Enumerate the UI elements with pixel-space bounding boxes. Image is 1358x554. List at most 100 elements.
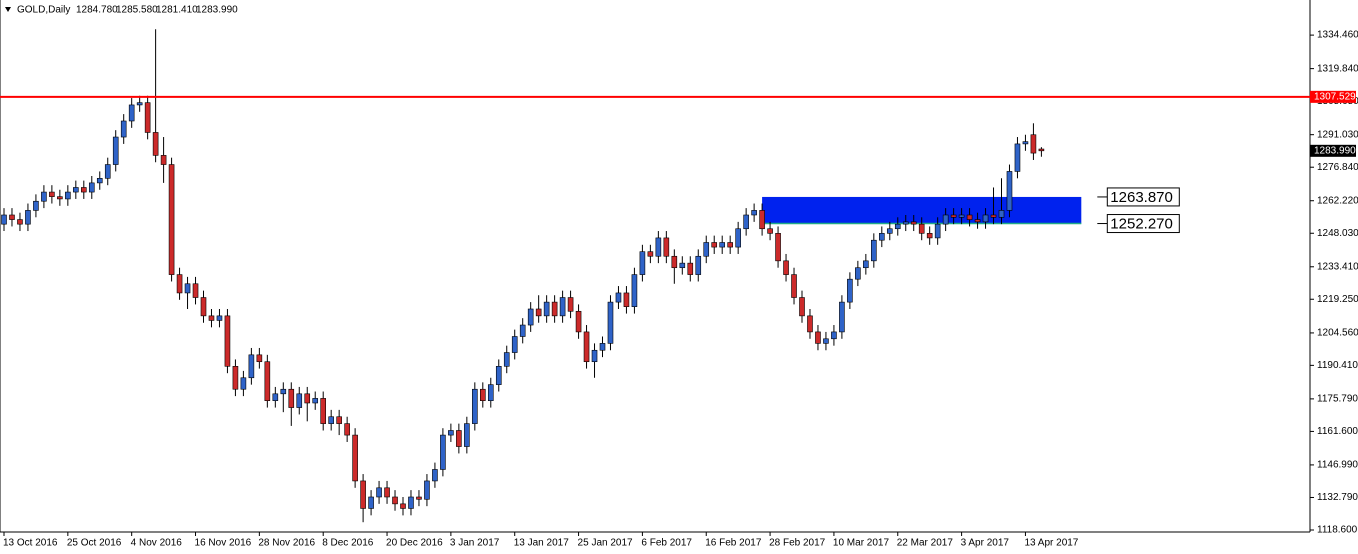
candle-body [607,301,614,344]
candle-body [400,503,406,509]
zone-label-box [1106,214,1180,234]
candle-body [440,434,446,470]
symbol: GOLD,Daily [17,5,70,16]
y-tick-label: 1319.840 [1317,63,1358,74]
candle-body [703,242,710,257]
candle-body [424,480,430,500]
candle-body [264,361,271,401]
y-tick-label: 1248.030 [1317,228,1358,239]
candle-body [974,219,981,223]
candle-body [886,228,893,234]
candle-body [312,398,319,404]
candle-body [791,274,797,298]
candle-body [25,210,31,225]
candle-body [232,366,239,390]
candle-body [184,283,191,294]
candle-body [9,214,15,220]
candle-body [599,343,606,351]
zone-label: 1252.270 [1110,216,1173,233]
candle-body [535,308,542,317]
y-tick-label: 1190.410 [1317,360,1358,371]
candle-body [73,187,79,193]
candle-body [472,388,478,424]
candle-body [711,242,718,248]
candle-body [176,274,183,294]
candle-body [847,278,853,303]
candle-body [1030,134,1037,154]
candle-body [1038,148,1045,152]
candle-body [376,487,382,498]
x-tick-label: 13 Apr 2017 [1024,538,1078,549]
y-tick-label: 1334.460 [1317,30,1358,41]
candle-body [807,315,813,333]
candle-body [328,416,334,424]
candle-body [320,398,327,424]
candle-body [304,393,311,404]
candle-body [368,496,374,509]
candle-body [256,354,263,363]
candle-body [57,196,63,200]
candle-body [735,228,741,248]
candle-body [1,214,7,225]
candle-body [878,233,885,241]
y-tick-label: 1233.410 [1317,261,1358,272]
header-value: 1283.990 [196,5,238,16]
candle-body [671,255,678,269]
candle-body [894,223,901,230]
y-tick-label: 1118.600 [1317,525,1358,536]
candle-body [910,221,917,225]
x-tick-label: 22 Mar 2017 [897,538,954,549]
candle-body [743,214,749,230]
last-price-tag [1310,144,1356,157]
y-tick-label: 1291.030 [1317,129,1358,140]
header-value: 1284.780 [76,5,118,16]
candle-body [918,223,925,234]
candle-body [631,274,638,307]
candle-body [751,210,757,216]
x-tick-label: 25 Jan 2017 [578,538,633,549]
candle-body [767,228,773,234]
candle-body [679,262,686,269]
candle-body [1006,171,1013,211]
candle-body [855,267,861,280]
zone-label: 1263.870 [1110,189,1173,206]
candle-body [152,132,159,156]
candle-body [998,210,1005,218]
x-tick-label: 25 Oct 2016 [67,538,122,549]
candle-body [344,423,350,436]
x-tick-label: 4 Nov 2016 [131,538,183,549]
y-tick-label: 1146.990 [1317,460,1358,471]
candle-body [543,301,550,317]
x-tick-label: 13 Oct 2016 [3,538,58,549]
candle-body [527,308,534,326]
candle-body [934,223,941,239]
candle-body [479,388,486,401]
candle-body [416,496,422,500]
candle-body [823,338,829,344]
candle-body [464,423,470,447]
candle-body [192,283,199,298]
candle-body [487,384,494,401]
candle-body [623,292,630,307]
candle-body [591,349,598,363]
candle-body [120,120,127,138]
y-tick-label: 1132.790 [1317,492,1358,503]
x-tick-label: 8 Dec 2016 [322,538,374,549]
candle-body [336,416,342,424]
candle-body [926,233,933,239]
candle-body [240,377,247,390]
resistance-label: 1307.529 [1314,91,1356,102]
x-tick-label: 20 Dec 2016 [386,538,443,549]
last-price-label: 1283.990 [1314,145,1356,156]
candle-body [456,430,462,447]
candle-body [33,200,39,211]
candle-body [272,393,279,401]
y-tick-label: 1276.840 [1317,162,1358,173]
candle-body [248,354,255,379]
candle-body [990,214,997,218]
candle-body [687,262,694,275]
x-tick-label: 16 Feb 2017 [705,538,762,549]
